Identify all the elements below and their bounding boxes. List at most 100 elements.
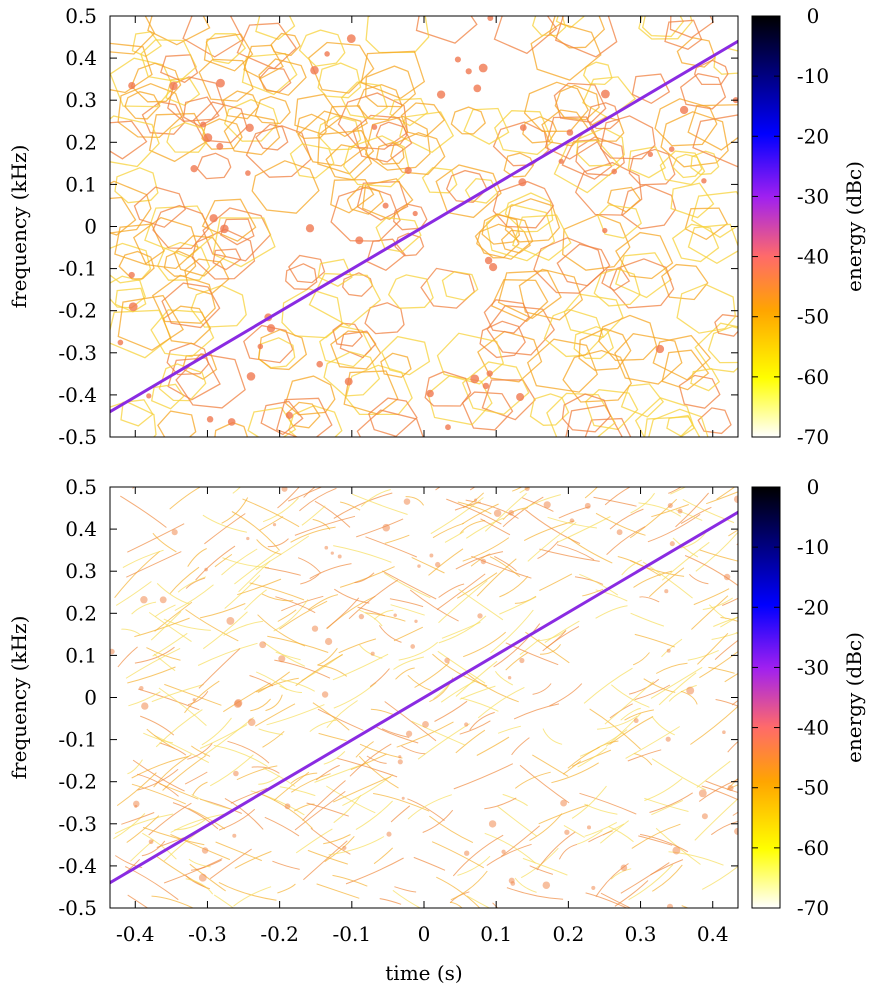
pattern-cell — [297, 110, 368, 167]
pattern-cell — [634, 397, 694, 437]
pattern-cell — [503, 152, 535, 178]
pattern-streak — [126, 551, 182, 578]
pattern-blob — [444, 657, 450, 664]
pattern-streak — [551, 762, 599, 784]
pattern-cell — [110, 180, 152, 234]
pattern-streak — [455, 551, 504, 570]
pattern-cell — [575, 136, 625, 176]
colorbar-tick-label: -30 — [797, 655, 829, 679]
pattern-streak — [466, 673, 519, 703]
pattern-streak — [668, 487, 683, 494]
pattern-streak — [188, 807, 226, 830]
pattern-cell — [110, 42, 153, 94]
y-tick-label: -0.1 — [58, 728, 97, 752]
pattern-blob — [414, 619, 418, 623]
y-tick-label: -0.1 — [58, 257, 97, 281]
pattern-streak — [340, 501, 361, 511]
pattern-node — [117, 339, 124, 346]
pattern-streak — [317, 647, 338, 666]
pattern-cell — [214, 421, 249, 437]
pattern-cell — [575, 127, 625, 167]
pattern-streak — [532, 754, 569, 777]
pattern-streak — [199, 603, 246, 619]
pattern-streak — [532, 683, 552, 695]
pattern-cell — [319, 325, 372, 368]
pattern-cell — [671, 223, 720, 263]
pattern-cell — [586, 102, 620, 130]
pattern-cell — [245, 125, 312, 178]
pattern-streak — [154, 601, 193, 632]
pattern-streak — [702, 597, 733, 610]
pattern-cell — [694, 322, 738, 373]
pattern-node — [190, 165, 198, 173]
pattern-streak — [263, 641, 306, 667]
pattern-streak — [204, 513, 246, 545]
pattern-node — [316, 360, 323, 368]
pattern-streak — [731, 699, 738, 706]
pattern-streak — [436, 876, 481, 908]
pattern-blob — [321, 691, 329, 698]
pattern-node — [412, 210, 418, 217]
pattern-streak — [430, 497, 484, 535]
pattern-streak — [277, 883, 296, 894]
pattern-streak — [680, 690, 698, 705]
pattern-streak — [398, 641, 439, 661]
pattern-blob — [233, 700, 242, 708]
pattern-blob — [686, 686, 695, 695]
pattern-streak — [449, 901, 463, 908]
pattern-node — [478, 63, 488, 73]
pattern-streak — [307, 849, 348, 865]
pattern-streak — [215, 841, 262, 862]
pattern-cell — [251, 160, 320, 214]
pattern-blob — [591, 885, 596, 890]
pattern-cell — [387, 274, 434, 309]
pattern-blob — [278, 655, 286, 663]
pattern-cell — [638, 16, 693, 40]
pattern-streak — [728, 529, 738, 537]
pattern-streak — [266, 704, 325, 726]
pattern-streak — [595, 605, 628, 619]
pattern-streak — [131, 601, 157, 615]
pattern-blob — [669, 541, 675, 547]
y-tick-label: -0.3 — [58, 812, 97, 836]
pattern-streak — [138, 688, 200, 711]
pattern-blob — [171, 529, 178, 536]
pattern-cell — [190, 284, 247, 328]
y-tick-label: 0.4 — [65, 517, 97, 541]
pattern-streak — [470, 553, 491, 567]
pattern-streak — [293, 803, 315, 812]
pattern-blob — [259, 641, 267, 649]
x-tick-label: -0.1 — [333, 922, 372, 946]
pattern-streak — [401, 745, 426, 755]
pattern-streak — [301, 505, 326, 526]
pattern-cell — [365, 65, 417, 108]
pattern-node — [473, 84, 482, 93]
colorbar-tick-label: -10 — [797, 535, 829, 559]
pattern-streak — [651, 758, 707, 791]
pattern-streak — [577, 830, 603, 845]
pattern-streak — [146, 647, 181, 661]
pattern-streak — [640, 833, 689, 853]
pattern-cell — [553, 82, 607, 123]
pattern-streak — [438, 615, 487, 644]
pattern-blob — [508, 510, 514, 516]
pattern-cell — [110, 120, 148, 160]
pattern-cell — [389, 97, 429, 127]
pattern-cell — [562, 214, 631, 271]
pattern-streak — [407, 674, 432, 691]
pattern-streak — [162, 754, 207, 791]
pattern-cell — [687, 223, 738, 265]
pattern-blob — [569, 518, 575, 523]
pattern-streak — [332, 775, 392, 803]
pattern-streak — [499, 596, 537, 615]
y-tick-label: -0.5 — [58, 425, 97, 449]
pattern-cell — [361, 178, 414, 221]
pattern-blob — [358, 613, 365, 620]
pattern-cell — [671, 153, 703, 179]
pattern-streak — [650, 859, 684, 876]
pattern-streak — [696, 760, 731, 788]
pattern-blob — [403, 498, 411, 505]
pattern-streak — [390, 805, 411, 823]
pattern-node — [285, 411, 293, 419]
pattern-streak — [639, 596, 660, 603]
